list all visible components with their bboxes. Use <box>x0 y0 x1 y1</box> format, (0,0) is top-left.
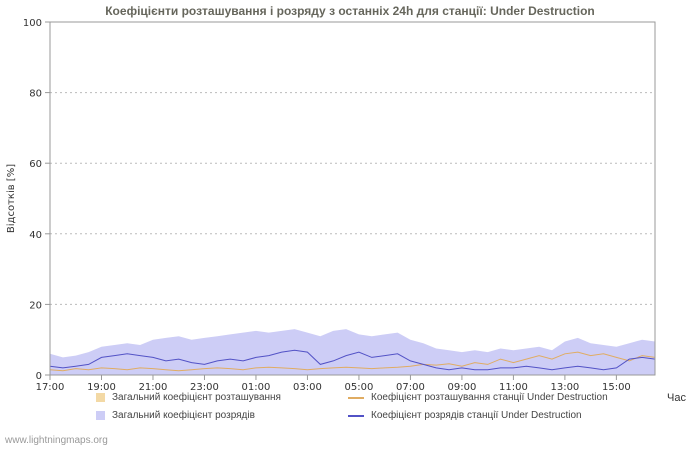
area-swatch-icon <box>96 411 105 420</box>
legend-label: Коефіцієнт розрядів станції Under Destru… <box>371 410 582 421</box>
line-swatch-icon <box>348 396 364 399</box>
svg-text:80: 80 <box>29 89 42 100</box>
svg-text:60: 60 <box>29 159 42 170</box>
site-link[interactable]: www.lightningmaps.org <box>5 435 108 446</box>
svg-text:11:00: 11:00 <box>499 382 528 392</box>
chart-legend: Загальний коефіцієнт розташування Коефіц… <box>96 392 656 421</box>
svg-text:13:00: 13:00 <box>550 382 579 392</box>
legend-label: Коефіцієнт розташування станції Under De… <box>371 392 608 403</box>
svg-text:0: 0 <box>36 371 42 382</box>
svg-text:20: 20 <box>29 300 42 311</box>
legend-label: Загальний коефіцієнт розташування <box>112 392 281 403</box>
area-swatch-icon <box>96 393 105 402</box>
legend-item-location-total: Загальний коефіцієнт розташування <box>96 392 348 403</box>
legend-item-discharge-station: Коефіцієнт розрядів станції Under Destru… <box>348 410 656 421</box>
svg-text:Відсотків [%]: Відсотків [%] <box>5 164 17 233</box>
svg-text:23:00: 23:00 <box>190 382 219 392</box>
svg-text:19:00: 19:00 <box>87 382 116 392</box>
svg-text:01:00: 01:00 <box>242 382 271 392</box>
svg-text:21:00: 21:00 <box>139 382 168 392</box>
svg-text:03:00: 03:00 <box>293 382 322 392</box>
svg-text:07:00: 07:00 <box>396 382 425 392</box>
svg-text:100: 100 <box>23 18 42 29</box>
x-axis-label: Час <box>667 392 686 404</box>
legend-item-discharge-total: Загальний коефіцієнт розрядів <box>96 410 348 421</box>
svg-text:09:00: 09:00 <box>448 382 477 392</box>
line-swatch-icon <box>348 414 364 417</box>
svg-text:40: 40 <box>29 230 42 241</box>
svg-text:15:00: 15:00 <box>602 382 631 392</box>
svg-text:17:00: 17:00 <box>36 382 65 392</box>
legend-label: Загальний коефіцієнт розрядів <box>112 410 255 421</box>
chart-title: Коефіцієнти розташування і розряду з ост… <box>105 4 595 18</box>
svg-text:05:00: 05:00 <box>345 382 374 392</box>
coefficients-chart: 0 20 40 60 80 100 17:00 19:00 21:00 23:00 01:00 03:… <box>5 18 656 392</box>
legend-item-location-station: Коефіцієнт розташування станції Under De… <box>348 392 656 403</box>
